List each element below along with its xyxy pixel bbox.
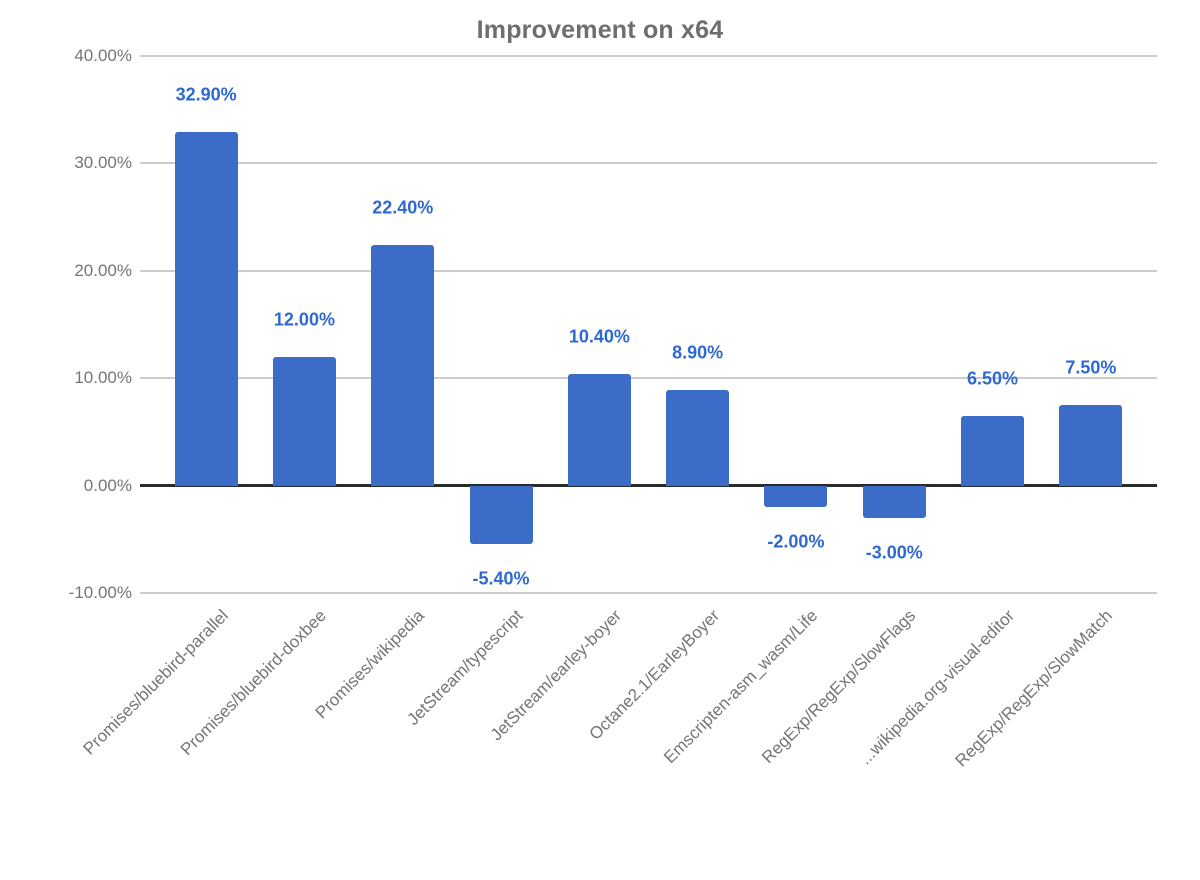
bar-Octane2.1/EarleyBoyer xyxy=(666,390,730,486)
bar-RegExp/RegExp/SlowMatch xyxy=(1059,405,1123,486)
bar-value-label: 8.90% xyxy=(672,342,724,363)
gridline xyxy=(140,377,1157,380)
bar-JetStream/earley-boyer xyxy=(567,373,631,486)
bar-value-label: 32.90% xyxy=(175,84,237,105)
bar-value-label: 10.40% xyxy=(568,326,630,347)
bar-Promises/bluebird-doxbee xyxy=(272,356,336,486)
y-axis-tick-label: 10.00% xyxy=(74,368,132,388)
bar-Promises/wikipedia xyxy=(371,245,435,486)
zero-axis-line xyxy=(140,484,1157,488)
bar-value-label: -5.40% xyxy=(472,568,530,589)
gridline xyxy=(140,269,1157,272)
bar-RegExp/RegExp/SlowFlags xyxy=(862,485,926,518)
y-axis-tick-label: -10.00% xyxy=(68,583,132,602)
gridline xyxy=(140,162,1157,165)
bar-value-label: -2.00% xyxy=(767,531,825,552)
gridline xyxy=(140,55,1157,57)
y-axis-tick-label: 30.00% xyxy=(74,153,132,173)
chart-title: Improvement on x64 xyxy=(476,16,724,44)
bar-Emscripten-asm_wasm/Life xyxy=(764,485,828,508)
bar-value-label: 12.00% xyxy=(273,309,335,330)
x-axis-category-label: RegExp/RegExp/SlowMatch xyxy=(951,606,1117,771)
y-axis-tick-label: 40.00% xyxy=(74,46,132,65)
bar-JetStream/typescript xyxy=(469,485,533,544)
x-axis-category-label: Promises/wikipedia xyxy=(311,606,429,723)
bar-value-label: 6.50% xyxy=(967,368,1019,389)
y-axis-tick-label: 20.00% xyxy=(74,260,132,280)
y-axis-tick-label: 0.00% xyxy=(83,475,132,495)
bar-value-label: -3.00% xyxy=(865,542,923,563)
bar-...wikipedia.org-visual-editor xyxy=(961,415,1025,486)
gridline xyxy=(140,592,1157,594)
bar-value-label: 7.50% xyxy=(1065,357,1117,378)
bar-Promises/bluebird-parallel xyxy=(174,132,238,486)
bar-value-label: 22.40% xyxy=(372,197,434,218)
